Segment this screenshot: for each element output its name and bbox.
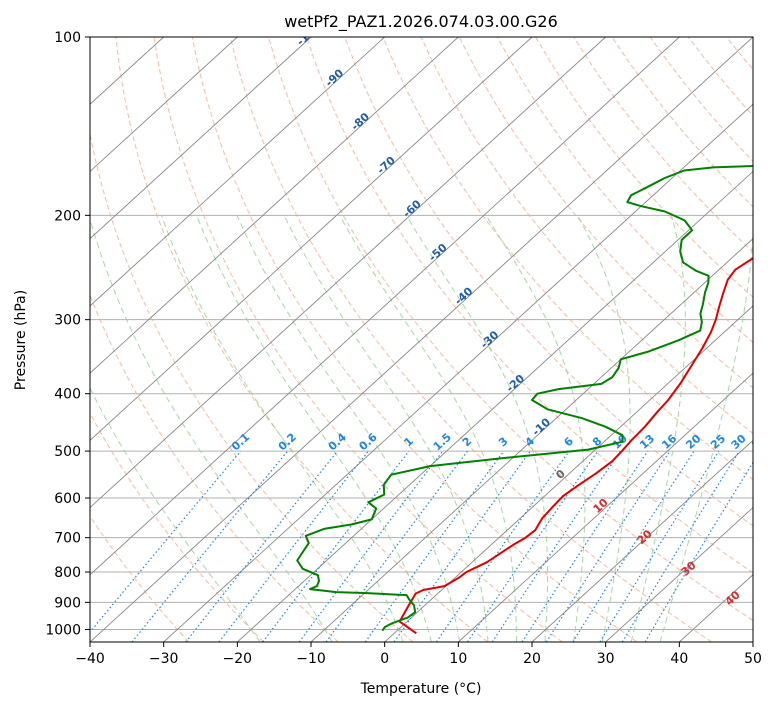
mixing-ratio-line	[393, 450, 531, 642]
mixing-ratio-line	[262, 450, 410, 642]
isotherm-line	[90, 37, 385, 307]
moist-adiabat	[577, 215, 631, 642]
dry-adiabat	[496, 37, 753, 344]
isotherm-line	[531, 439, 753, 642]
isotherm-line	[310, 238, 753, 642]
profile-series	[296, 165, 753, 635]
moist-adiabat	[196, 215, 432, 642]
y-axis-ticks: 100 200 300 400 500 600 700 800 900 1000	[45, 30, 90, 638]
isotherm-line	[90, 37, 312, 240]
isotherm-line	[90, 37, 606, 509]
x-axis-label: Temperature (°C)	[360, 681, 482, 697]
isotherm-label: -100	[294, 20, 323, 48]
x-tick-label: 10	[449, 651, 467, 667]
mixing-ratio-line	[325, 450, 468, 642]
dry-adiabat	[306, 37, 753, 574]
y-tick-label: 500	[54, 444, 81, 460]
dry-adiabat	[382, 37, 753, 481]
x-tick-label: 50	[744, 651, 762, 667]
moist-adiabat	[160, 215, 404, 642]
isotherm-line	[237, 170, 753, 642]
mixing-ratio-line	[572, 450, 695, 642]
isotherm-line	[605, 506, 753, 642]
x-tick-label: −40	[75, 651, 105, 667]
mixing-ratio-line	[131, 450, 289, 642]
isotherm-line	[163, 103, 753, 642]
x-tick-label: −20	[223, 651, 253, 667]
mixing-ratio-line	[466, 450, 599, 642]
y-tick-label: 1000	[45, 622, 81, 638]
mixing-ratio-line	[545, 450, 671, 642]
y-tick-label: 700	[54, 531, 81, 547]
dry-adiabat	[535, 37, 753, 298]
dry-adiabat	[268, 37, 753, 622]
x-tick-label: 20	[523, 651, 541, 667]
moist-adiabat	[485, 215, 586, 642]
mixing-ratio-line	[185, 450, 339, 642]
mixing-ratio-label: 36	[749, 432, 769, 452]
isotherm-line	[90, 37, 533, 441]
isotherm-line	[90, 37, 753, 642]
moist-adiabat	[339, 215, 517, 642]
x-tick-label: 30	[597, 651, 615, 667]
dry-adiabat	[90, 412, 264, 642]
temperature-line	[398, 257, 753, 635]
dry-adiabat	[115, 37, 488, 642]
y-tick-label: 200	[54, 208, 81, 224]
isotherms	[90, 37, 753, 642]
mixing-ratio-line	[621, 450, 740, 642]
moist-adiabat	[236, 215, 461, 642]
moist-adiabats	[90, 215, 753, 642]
plot-area: -100-90-80-70-60-50-40-30-20-100.10.20.4…	[90, 20, 769, 642]
y-tick-label: 100	[54, 30, 81, 46]
y-tick-label: 400	[54, 387, 81, 403]
mixing-ratio-line	[90, 450, 242, 633]
dry-adiabat	[153, 37, 563, 642]
x-tick-label: −30	[149, 651, 179, 667]
dry-adiabat	[420, 37, 753, 435]
isotherm-line	[458, 372, 753, 642]
chart-title: wetPf2_PAZ1.2026.074.03.00.G26	[284, 12, 558, 32]
y-tick-label: 600	[54, 491, 81, 507]
mixing-ratio-line	[491, 450, 621, 642]
y-tick-label: 300	[54, 313, 81, 329]
y-axis-label: Pressure (hPa)	[13, 290, 29, 390]
mixing-ratio-line	[364, 450, 505, 642]
x-tick-label: 40	[670, 651, 688, 667]
mixing-ratio-line	[298, 450, 444, 642]
x-tick-label: 0	[380, 651, 389, 667]
y-tick-label: 800	[54, 565, 81, 581]
isotherm-line	[90, 37, 459, 374]
mixing-ratio-lines	[90, 450, 753, 642]
isotherm-line	[90, 37, 680, 576]
dewpoint-line	[296, 165, 753, 632]
moist-adiabat	[405, 215, 549, 642]
isotherm-line	[90, 37, 238, 173]
x-tick-label: −10	[296, 651, 326, 667]
moist-adiabat	[90, 387, 261, 642]
y-tick-label: 900	[54, 595, 81, 611]
mixing-ratio-line	[521, 450, 649, 642]
isotherm-line	[384, 305, 753, 642]
mixing-ratio-line	[435, 450, 570, 642]
x-axis-ticks: −40 −30 −20 −10 0 10 20 30 40 50	[75, 642, 762, 667]
axes-frame	[89, 36, 754, 643]
moist-adiabat	[630, 215, 686, 642]
